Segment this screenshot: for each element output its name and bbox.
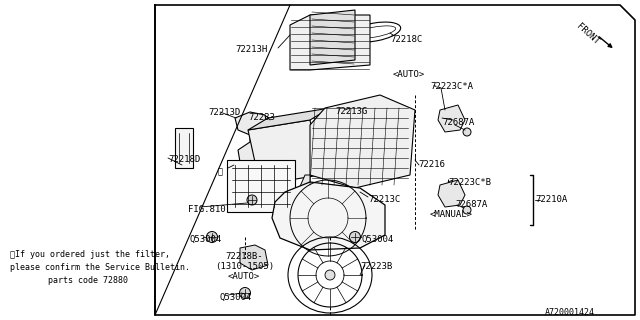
Text: 72223B: 72223B	[360, 262, 392, 271]
Text: 72218C: 72218C	[390, 35, 422, 44]
Text: please confirm the Service Bulletin.: please confirm the Service Bulletin.	[10, 263, 190, 272]
Circle shape	[463, 128, 471, 136]
Text: Q53004: Q53004	[362, 235, 394, 244]
Text: ※: ※	[218, 167, 223, 176]
Circle shape	[207, 231, 218, 243]
Polygon shape	[438, 105, 465, 132]
Polygon shape	[310, 95, 415, 188]
Circle shape	[349, 231, 360, 243]
Bar	[227, 160, 295, 212]
Text: <MANUAL>: <MANUAL>	[430, 210, 473, 219]
Text: Q53004: Q53004	[190, 235, 222, 244]
Text: 72213H: 72213H	[235, 45, 268, 54]
Text: 72687A: 72687A	[442, 118, 474, 127]
Text: A720001424: A720001424	[545, 308, 595, 317]
Text: 72223C*B: 72223C*B	[448, 178, 491, 187]
Text: ※If you ordered just the filter,: ※If you ordered just the filter,	[10, 250, 170, 259]
Text: <AUTO>: <AUTO>	[228, 272, 260, 281]
Text: 72216: 72216	[418, 160, 445, 169]
Circle shape	[247, 195, 257, 205]
Polygon shape	[235, 112, 270, 168]
Text: 72213G: 72213G	[335, 107, 367, 116]
Bar	[175, 128, 193, 168]
Text: 72223C*A: 72223C*A	[430, 82, 473, 91]
Circle shape	[463, 206, 471, 214]
Polygon shape	[290, 15, 370, 70]
Text: Q53004: Q53004	[220, 293, 252, 302]
Polygon shape	[240, 245, 268, 270]
Text: 72687A: 72687A	[455, 200, 487, 209]
Polygon shape	[248, 120, 320, 185]
Text: FRONT: FRONT	[575, 22, 601, 47]
Text: 72218B-: 72218B-	[225, 252, 262, 261]
Circle shape	[239, 287, 250, 299]
Text: <AUTO>: <AUTO>	[393, 70, 425, 79]
Polygon shape	[248, 108, 330, 130]
Polygon shape	[438, 180, 465, 207]
Text: (1310-1505): (1310-1505)	[215, 262, 274, 271]
Polygon shape	[310, 10, 355, 65]
Text: 72233: 72233	[248, 113, 275, 122]
Text: 72213D: 72213D	[208, 108, 240, 117]
Text: 72218D: 72218D	[168, 155, 200, 164]
Text: 72210A: 72210A	[535, 195, 567, 204]
Polygon shape	[295, 175, 310, 198]
Text: FIG.810: FIG.810	[188, 205, 226, 214]
Text: parts code 72880: parts code 72880	[48, 276, 128, 285]
Circle shape	[325, 270, 335, 280]
Text: 72213C: 72213C	[368, 195, 400, 204]
Polygon shape	[272, 182, 385, 250]
